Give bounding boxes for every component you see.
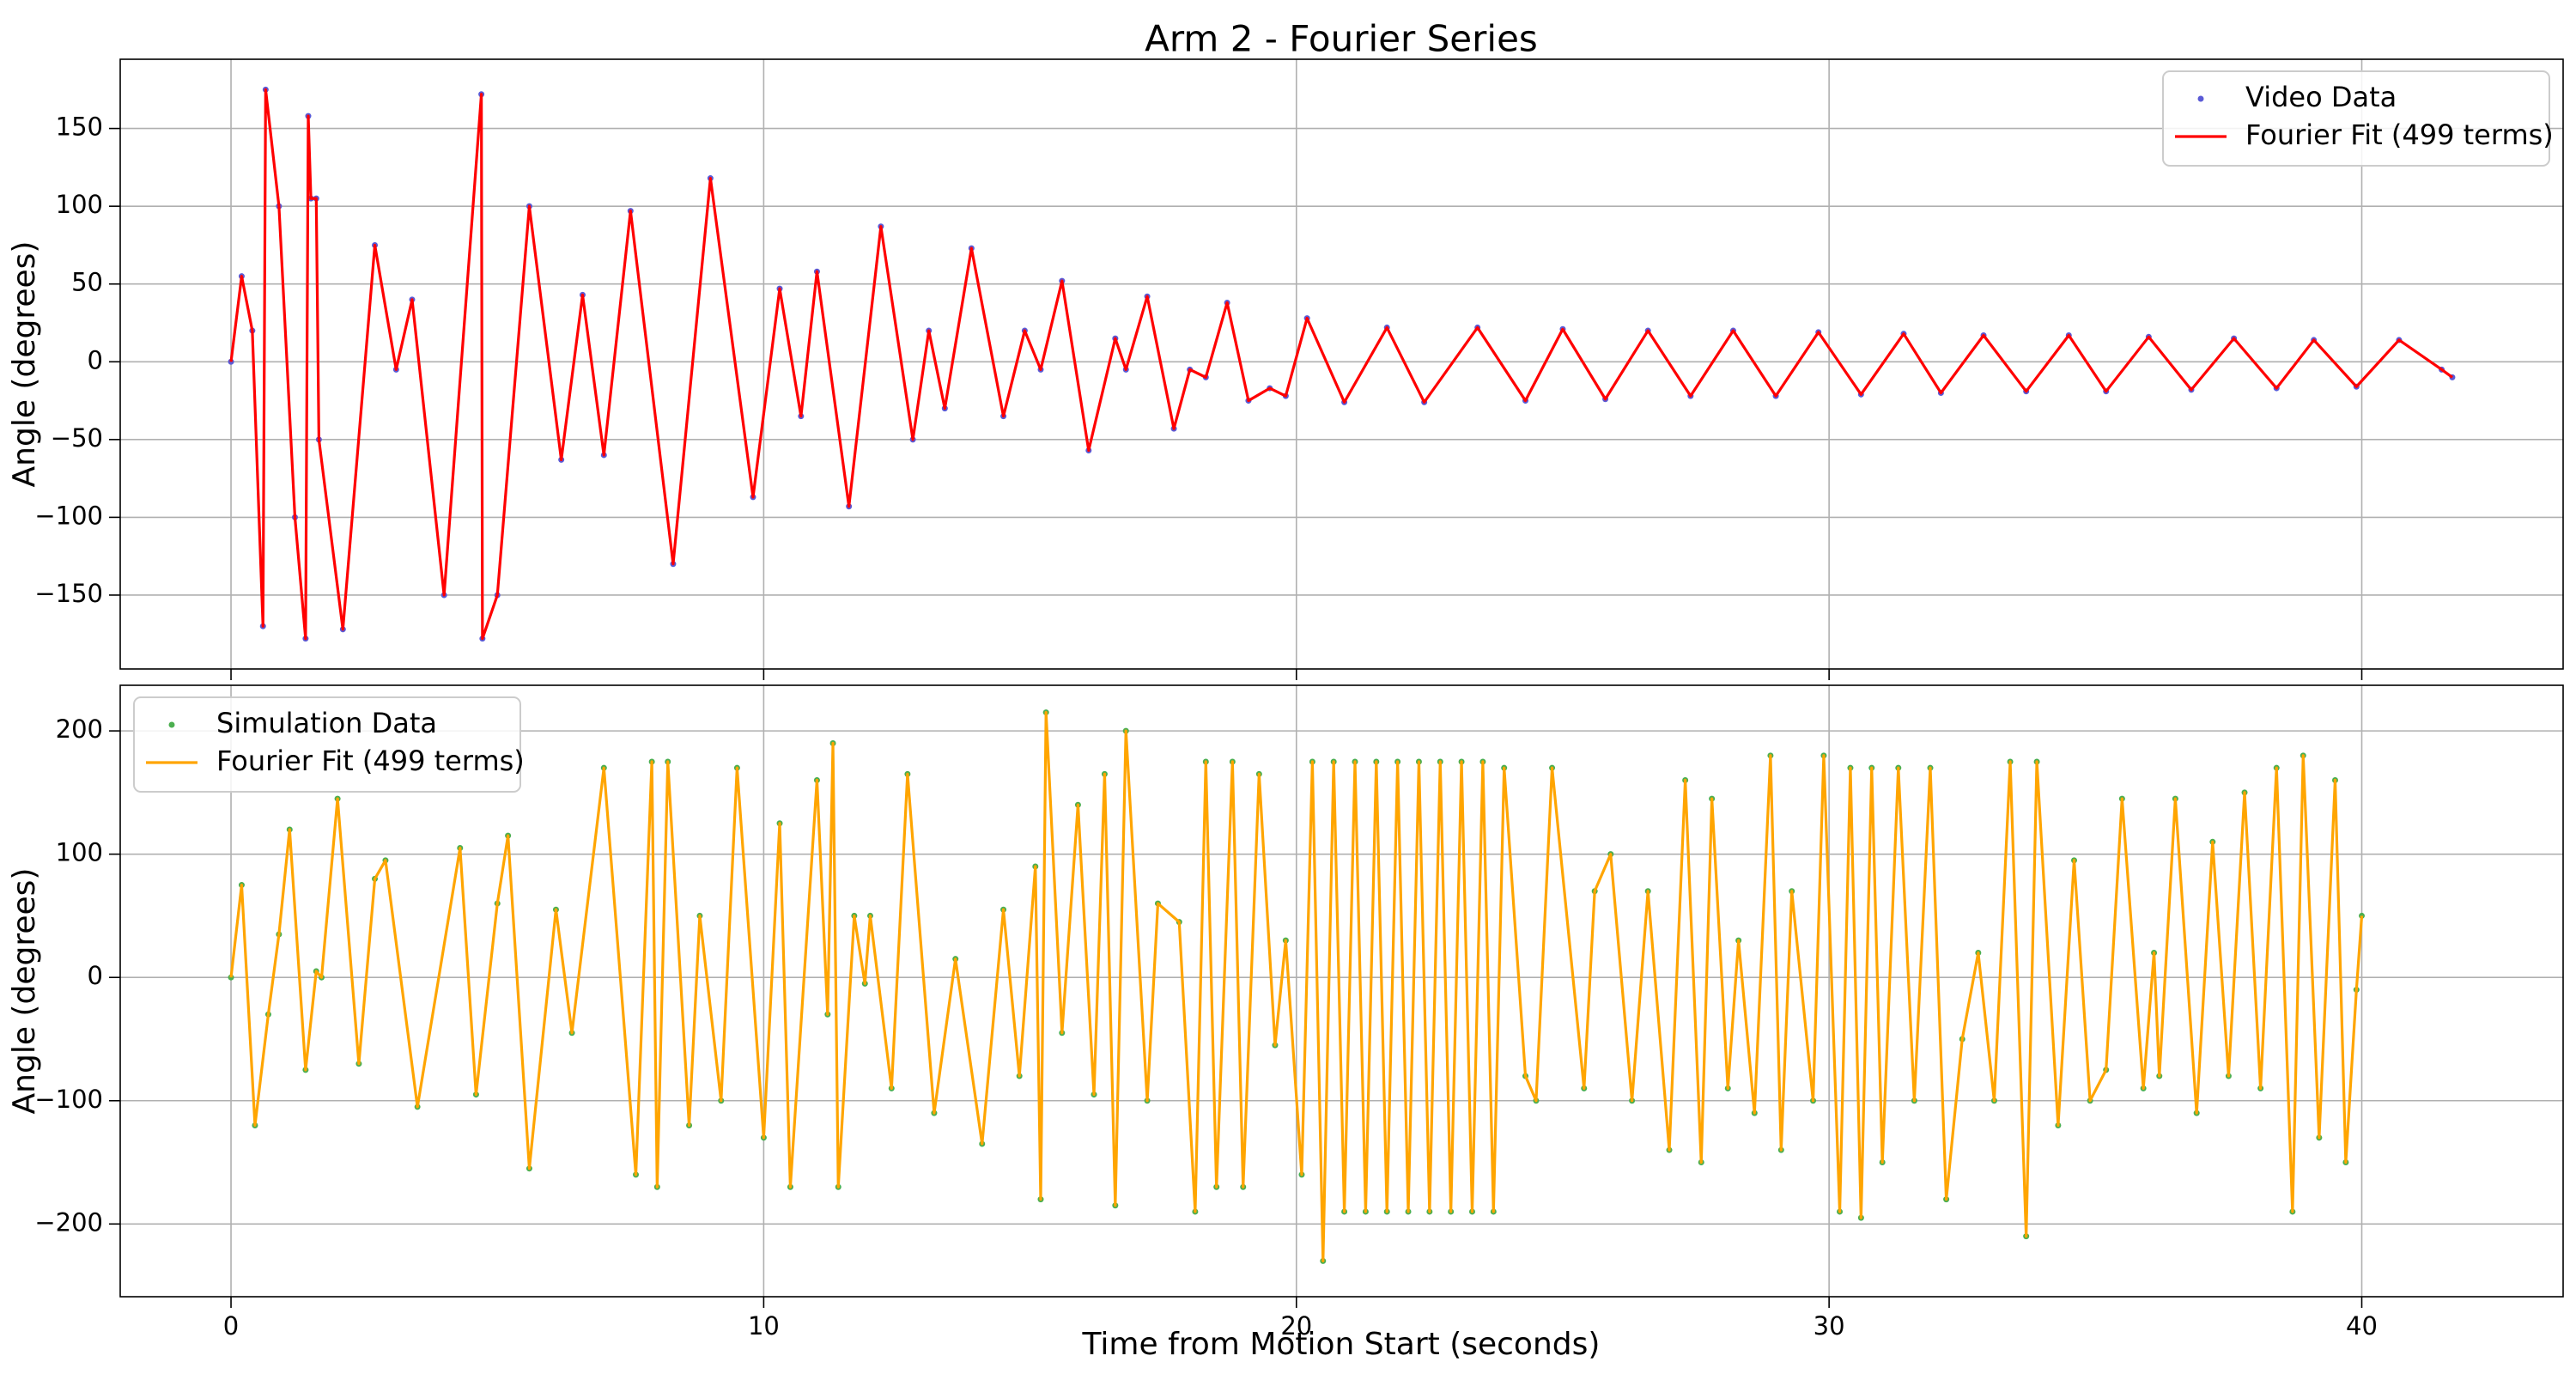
y-tick-label: −200 (34, 1207, 103, 1237)
chart-title: Arm 2 - Fourier Series (1145, 18, 1538, 60)
x-tick-label: 0 (223, 1311, 239, 1341)
x-tick-label: 10 (748, 1311, 780, 1341)
y-tick-label: 200 (56, 714, 103, 744)
axes-frame (119, 58, 2564, 670)
legend-marker (168, 721, 175, 728)
x-tick-label: 20 (1280, 1311, 1312, 1341)
fit-line (229, 710, 2364, 1262)
data-point (2359, 912, 2366, 919)
y-tick-label: 0 (88, 961, 103, 990)
y-axis-label: Angle (degrees) (7, 241, 42, 488)
legend-label: Fourier Fit (499 terms) (2245, 119, 2554, 151)
x-tick-label: 40 (2346, 1311, 2378, 1341)
x-axis-label: Time from Motion Start (seconds) (1082, 1327, 1601, 1362)
y-tick-label: 100 (56, 838, 103, 867)
y-axis-label: Angle (degrees) (7, 868, 42, 1115)
y-tick-label: 50 (71, 268, 103, 297)
legend-marker (2197, 95, 2204, 102)
y-tick-label: −150 (34, 579, 103, 608)
y-tick-label: 100 (56, 190, 103, 219)
plot-area (228, 709, 2366, 1264)
y-tick-label: 150 (56, 112, 103, 142)
x-tick-label: 30 (1814, 1311, 1845, 1341)
legend-box (133, 696, 521, 793)
y-tick-label: 0 (88, 345, 103, 374)
legend-box (2162, 70, 2550, 167)
legend-label: Video Data (2245, 81, 2397, 113)
y-tick-label: −100 (34, 1085, 103, 1114)
fit-line (229, 88, 2453, 641)
y-tick-label: −100 (34, 501, 103, 530)
axes-frame (119, 684, 2564, 1298)
y-tick-label: −50 (51, 423, 103, 453)
legend-label: Fourier Fit (499 terms) (216, 745, 525, 777)
legend-label: Simulation Data (216, 707, 437, 739)
plot-area (228, 86, 2456, 642)
